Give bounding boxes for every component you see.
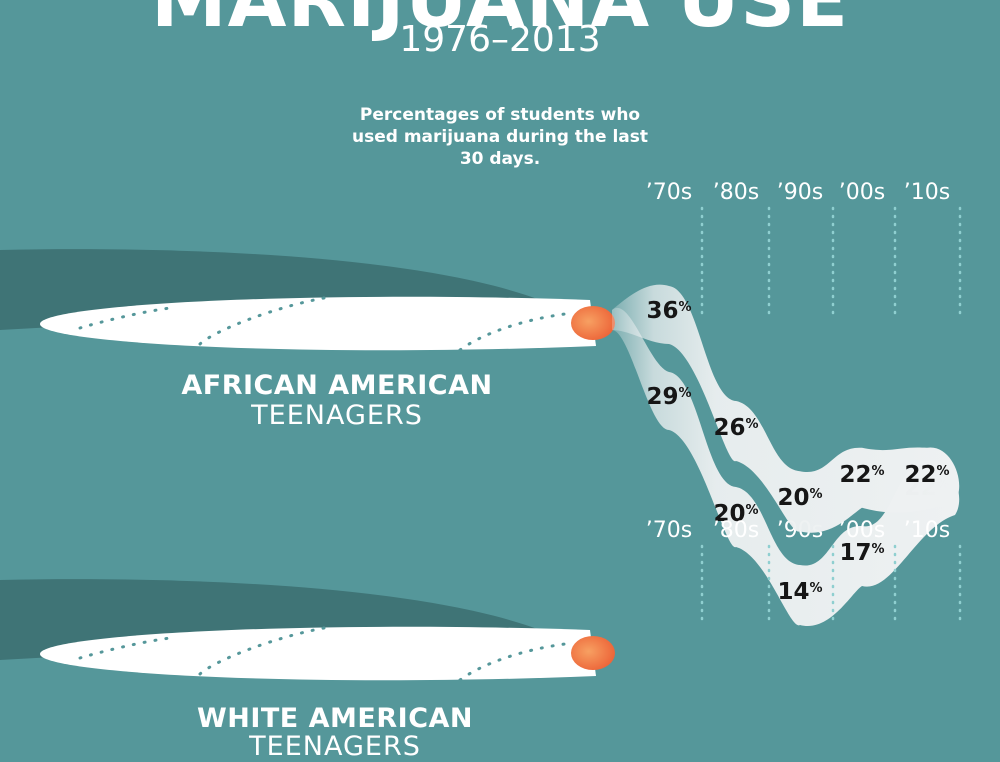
decade-label: ’00s: [839, 518, 885, 543]
value-label: 22%: [839, 462, 884, 488]
joint-seam: [198, 625, 332, 676]
decade-label: ’70s: [646, 518, 692, 543]
joint-seam: [198, 295, 332, 346]
value-label: 14%: [777, 579, 822, 605]
decade-label: ’70s: [646, 180, 692, 205]
decade-label: ’80s: [713, 518, 759, 543]
joint-seam: [458, 312, 567, 352]
page-subtitle: 1976–2013: [399, 19, 601, 60]
joint-ember: [571, 306, 615, 340]
joint-illustration: [0, 579, 615, 682]
smoke-trail: [612, 307, 960, 627]
chart-note: Percentages of students who used marijua…: [351, 105, 649, 169]
value-label: 36%: [646, 298, 691, 324]
decade-label: ’80s: [713, 180, 759, 205]
joint-seam: [458, 642, 567, 682]
joint-ember: [571, 636, 615, 670]
chart-group-0: ’70s ’80s ’90s ’00s ’10s 29% 20% 14% 17% 22%: [0, 180, 962, 627]
value-label: 29%: [646, 384, 691, 410]
decade-label: ’10s: [904, 180, 950, 205]
value-label: 26%: [713, 415, 758, 441]
joint-body: [40, 626, 596, 681]
group-subtitle-african-american: TEENAGERS: [251, 400, 423, 431]
group-title-white-american: WHITE AMERICAN: [196, 703, 474, 734]
joint-body: [40, 296, 596, 351]
decade-label: ’10s: [904, 518, 950, 543]
joint-illustration: [0, 249, 615, 352]
smoke-trail: [612, 284, 960, 533]
group-title-african-american: AFRICAN AMERICAN: [181, 370, 493, 401]
joint-seam: [78, 636, 172, 660]
value-label: 20%: [777, 485, 822, 511]
group-subtitle-white-american: TEENAGERS: [249, 731, 421, 762]
joint-seam: [78, 306, 172, 330]
value-label: 22%: [904, 462, 949, 488]
value-label: 17%: [839, 540, 884, 566]
decade-label: ’00s: [839, 180, 885, 205]
value-label: 20%: [713, 501, 758, 527]
page-title: MARIJUANA USE: [0, 0, 1000, 38]
decade-label: ’90s: [777, 180, 823, 205]
